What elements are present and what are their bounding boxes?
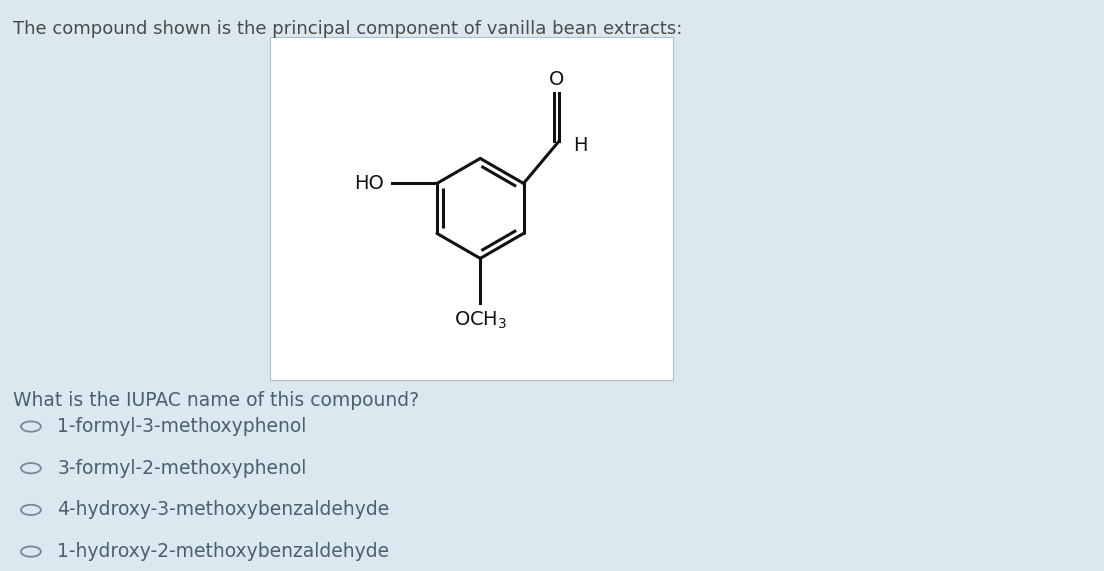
Text: 1-hydroxy-2-methoxybenzaldehyde: 1-hydroxy-2-methoxybenzaldehyde bbox=[57, 542, 390, 561]
Text: OCH$_3$: OCH$_3$ bbox=[454, 309, 507, 331]
Text: O: O bbox=[549, 70, 564, 89]
Text: H: H bbox=[573, 136, 587, 155]
Text: 3-formyl-2-methoxyphenol: 3-formyl-2-methoxyphenol bbox=[57, 459, 307, 478]
Text: 4-hydroxy-3-methoxybenzaldehyde: 4-hydroxy-3-methoxybenzaldehyde bbox=[57, 500, 390, 520]
Text: What is the IUPAC name of this compound?: What is the IUPAC name of this compound? bbox=[13, 391, 420, 410]
Text: 1-formyl-3-methoxyphenol: 1-formyl-3-methoxyphenol bbox=[57, 417, 307, 436]
FancyBboxPatch shape bbox=[270, 37, 673, 380]
Text: HO: HO bbox=[354, 174, 384, 193]
Text: The compound shown is the principal component of vanilla bean extracts:: The compound shown is the principal comp… bbox=[13, 20, 682, 38]
